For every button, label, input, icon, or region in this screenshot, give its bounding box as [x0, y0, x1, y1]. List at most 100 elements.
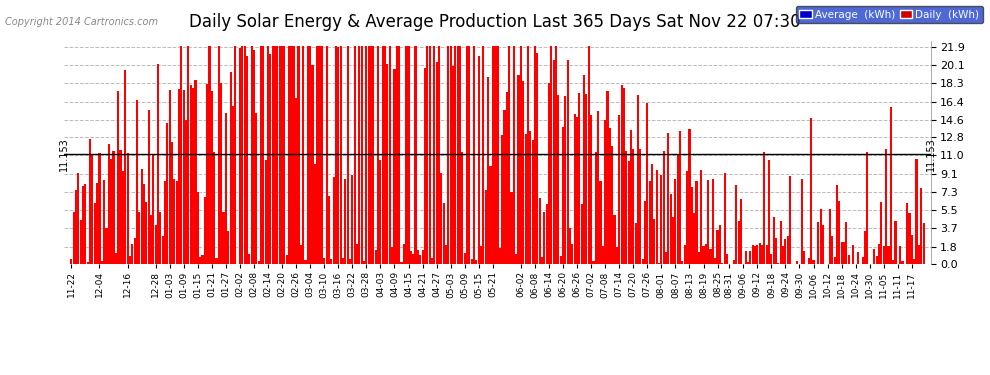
Bar [384, 46, 386, 264]
Bar [744, 251, 746, 264]
Bar [250, 46, 252, 264]
Bar [94, 203, 96, 264]
Text: Copyright 2014 Cartronics.com: Copyright 2014 Cartronics.com [5, 17, 158, 27]
Bar [342, 258, 344, 264]
Bar [290, 46, 292, 264]
Bar [91, 154, 93, 264]
Bar [686, 171, 688, 264]
Bar [106, 228, 108, 264]
Bar [834, 257, 836, 264]
Bar [187, 46, 189, 264]
Bar [588, 46, 590, 264]
Bar [866, 152, 868, 264]
Bar [717, 230, 719, 264]
Bar [721, 263, 724, 264]
Bar [295, 98, 297, 264]
Bar [300, 245, 302, 264]
Bar [566, 60, 569, 264]
Bar [501, 135, 503, 264]
Bar [520, 46, 522, 264]
Bar [707, 180, 709, 264]
Bar [415, 46, 417, 264]
Bar [227, 231, 230, 264]
Bar [789, 176, 791, 264]
Bar [335, 46, 337, 264]
Bar [609, 128, 611, 264]
Bar [559, 256, 561, 264]
Bar [235, 46, 237, 264]
Bar [370, 46, 372, 264]
Bar [338, 47, 340, 264]
Bar [175, 181, 178, 264]
Bar [122, 171, 124, 264]
Bar [595, 152, 597, 264]
Bar [419, 255, 422, 264]
Bar [139, 213, 141, 264]
Bar [201, 255, 204, 264]
Bar [154, 225, 156, 264]
Bar [522, 81, 525, 264]
Bar [340, 46, 342, 264]
Bar [319, 46, 321, 264]
Bar [525, 134, 527, 264]
Bar [199, 256, 201, 264]
Bar [916, 159, 918, 264]
Bar [333, 177, 335, 264]
Bar [431, 258, 433, 264]
Bar [672, 217, 674, 264]
Bar [876, 256, 878, 264]
Bar [693, 213, 695, 264]
Bar [248, 254, 250, 264]
Bar [628, 161, 630, 264]
Bar [152, 155, 154, 264]
Bar [456, 46, 458, 264]
Bar [283, 46, 285, 264]
Bar [372, 46, 374, 264]
Bar [424, 68, 426, 264]
Bar [746, 261, 749, 264]
Bar [658, 263, 660, 264]
Bar [110, 159, 112, 264]
Bar [470, 259, 473, 264]
Bar [445, 245, 447, 264]
Bar [232, 106, 234, 264]
Bar [429, 46, 431, 264]
Bar [346, 46, 348, 264]
Bar [180, 46, 182, 264]
Bar [911, 236, 913, 264]
Bar [719, 225, 721, 264]
Bar [356, 244, 358, 264]
Bar [700, 170, 702, 264]
Bar [331, 258, 333, 264]
Bar [583, 75, 585, 264]
Bar [590, 114, 592, 264]
Bar [206, 84, 208, 264]
Bar [225, 113, 227, 264]
Bar [660, 175, 662, 264]
Bar [836, 185, 838, 264]
Bar [452, 66, 454, 264]
Bar [117, 91, 119, 264]
Bar [688, 129, 690, 264]
Bar [441, 173, 443, 264]
Bar [597, 111, 599, 264]
Bar [552, 60, 554, 264]
Bar [393, 69, 396, 264]
Bar [367, 46, 369, 264]
Bar [461, 153, 463, 264]
Bar [883, 246, 885, 264]
Bar [146, 202, 148, 264]
Bar [309, 46, 311, 264]
Bar [669, 194, 672, 264]
Bar [655, 170, 657, 264]
Bar [642, 259, 644, 264]
Bar [127, 153, 129, 264]
Bar [84, 184, 86, 264]
Bar [113, 151, 115, 264]
Bar [239, 48, 241, 264]
Bar [115, 253, 117, 264]
Bar [599, 181, 602, 264]
Bar [436, 62, 438, 264]
Bar [775, 238, 777, 264]
Bar [213, 152, 215, 264]
